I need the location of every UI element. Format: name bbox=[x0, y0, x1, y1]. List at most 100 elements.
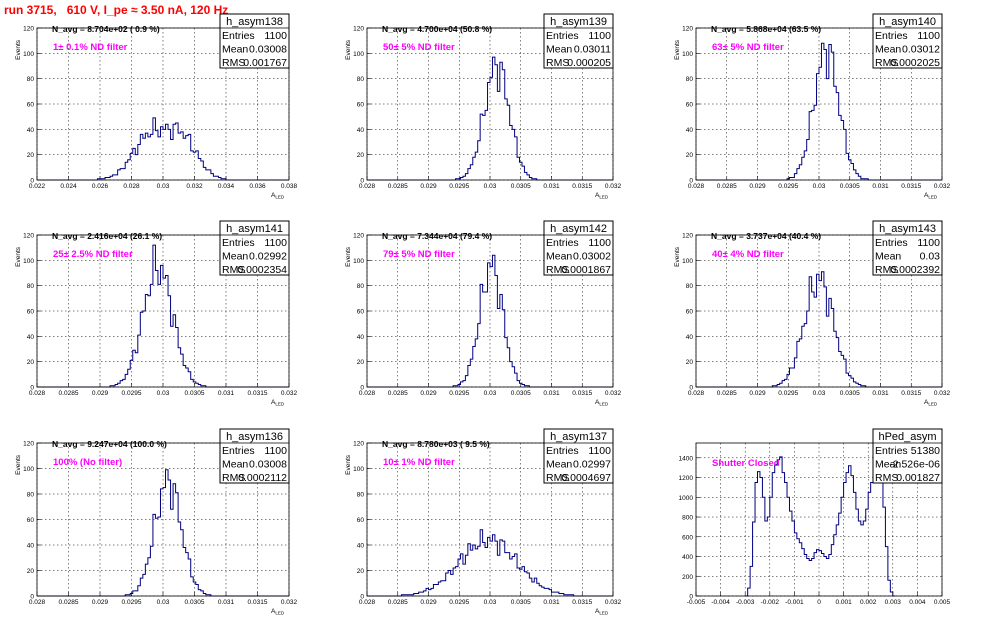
stats-value-mean: 0.02997 bbox=[573, 459, 611, 471]
x-tick-label: 0.004 bbox=[909, 599, 926, 606]
y-tick-label: 0 bbox=[689, 594, 693, 601]
y-tick-label: 80 bbox=[27, 492, 35, 499]
panel-h_asym140: 0.028 0.0285 0.029 0.0295 0.03 0.0305 0.031 0.0… bbox=[674, 13, 951, 200]
stats-key-rms: RMS bbox=[875, 264, 898, 276]
y-axis-title: Events bbox=[15, 246, 22, 267]
stats-key-entries: Entries bbox=[546, 237, 579, 249]
y-tick-label: 120 bbox=[23, 26, 34, 33]
x-tick-label: 0.03 bbox=[157, 183, 170, 190]
x-tick-label: 0.03 bbox=[813, 390, 826, 397]
histogram-line bbox=[367, 529, 613, 597]
y-tick-label: 120 bbox=[353, 233, 364, 240]
x-tick-label: 0.031 bbox=[543, 183, 560, 190]
stats-key-mean: Mean bbox=[875, 44, 901, 56]
n-avg-label: N_avg = 8.704e+02 ( 0.9 %) bbox=[52, 24, 160, 34]
stats-key-rms: RMS bbox=[546, 472, 569, 484]
x-tick-label: 0.03 bbox=[484, 183, 497, 190]
y-tick-label: 0 bbox=[689, 385, 693, 392]
stats-box bbox=[219, 220, 290, 276]
y-tick-label: 20 bbox=[357, 568, 365, 575]
x-tick-label: 0.0295 bbox=[122, 599, 142, 606]
x-tick-label: 0.005 bbox=[934, 599, 951, 606]
n-avg-label: N_avg = 7.344e+04 (79.4 %) bbox=[382, 231, 492, 241]
stats-title: h_asym139 bbox=[550, 16, 607, 28]
x-tick-label: 0.031 bbox=[872, 183, 889, 190]
x-tick-label: 0.028 bbox=[29, 390, 46, 397]
x-tick-label: -0.005 bbox=[687, 599, 706, 606]
stats-key-entries: Entries bbox=[222, 30, 255, 42]
x-tick-label: 0.029 bbox=[420, 183, 437, 190]
panel-h_asym137: 0.028 0.0285 0.029 0.0295 0.03 0.0305 0.031 0.0… bbox=[345, 428, 622, 616]
x-tick-label: 0.0305 bbox=[840, 183, 860, 190]
x-tick-label: 0.034 bbox=[218, 183, 235, 190]
stats-value-entries: 1100 bbox=[264, 30, 287, 42]
x-tick-label: 0.0295 bbox=[449, 183, 469, 190]
x-tick-label: 0.029 bbox=[92, 599, 109, 606]
histogram-line bbox=[37, 469, 289, 597]
x-tick-label: 0.0305 bbox=[511, 183, 531, 190]
x-tick-label: 0.0305 bbox=[840, 390, 860, 397]
x-tick-label: 0.032 bbox=[605, 599, 622, 606]
y-tick-label: 120 bbox=[23, 441, 34, 448]
y-tick-label: 60 bbox=[357, 517, 365, 524]
x-axis-title: ALED bbox=[924, 192, 938, 200]
stats-key-rms: RMS bbox=[222, 472, 245, 484]
x-axis-title: ALED bbox=[595, 192, 609, 200]
stats-key-mean: Mean bbox=[875, 251, 901, 263]
x-tick-label: 0.026 bbox=[92, 183, 109, 190]
filter-label: 10± 1% ND filter bbox=[383, 457, 455, 468]
filter-label: 50± 5% ND filter bbox=[383, 42, 455, 53]
stats-key-rms: RMS bbox=[546, 264, 569, 276]
stats-value-entries: 1100 bbox=[264, 237, 287, 249]
stats-key-entries: Entries bbox=[875, 237, 908, 249]
x-tick-label: 0.038 bbox=[281, 183, 298, 190]
y-tick-label: 80 bbox=[686, 76, 694, 83]
x-tick-label: 0.0315 bbox=[901, 183, 921, 190]
x-tick-label: 0.036 bbox=[249, 183, 266, 190]
stats-box bbox=[219, 428, 290, 484]
stats-key-rms: RMS bbox=[875, 57, 898, 69]
x-tick-label: 0.0295 bbox=[449, 390, 469, 397]
y-tick-label: 100 bbox=[353, 466, 364, 473]
y-tick-label: 200 bbox=[682, 574, 693, 581]
x-tick-label: 0.0305 bbox=[511, 599, 531, 606]
stats-key-rms: RMS bbox=[875, 472, 898, 484]
y-tick-label: 400 bbox=[682, 554, 693, 561]
x-axis-title: ALED bbox=[271, 192, 285, 200]
y-tick-label: 40 bbox=[357, 127, 365, 134]
stats-value-rms: 0.0004697 bbox=[561, 472, 611, 484]
stats-value-mean: 0.03008 bbox=[249, 459, 287, 471]
stats-value-entries: 1100 bbox=[917, 30, 940, 42]
stats-value-entries: 1100 bbox=[917, 237, 940, 249]
x-tick-label: 0.032 bbox=[281, 599, 298, 606]
x-tick-label: 0.0285 bbox=[59, 599, 79, 606]
x-tick-label: 0.0295 bbox=[778, 390, 798, 397]
stats-value-mean: 0.03012 bbox=[902, 44, 940, 56]
x-tick-label: 0.032 bbox=[934, 390, 951, 397]
y-axis-title: Events bbox=[345, 246, 352, 267]
x-tick-label: 0.029 bbox=[92, 390, 109, 397]
stats-title: h_asym141 bbox=[226, 223, 283, 235]
x-tick-label: 0.003 bbox=[885, 599, 902, 606]
y-tick-label: 60 bbox=[27, 102, 35, 109]
y-tick-label: 60 bbox=[357, 102, 365, 109]
y-axis-title: Events bbox=[345, 39, 352, 60]
y-tick-label: 40 bbox=[357, 543, 365, 550]
y-tick-label: 0 bbox=[30, 385, 34, 392]
panel-h_asym143: 0.028 0.0285 0.029 0.0295 0.03 0.0305 0.031 0.0… bbox=[674, 220, 951, 407]
y-tick-label: 100 bbox=[682, 258, 693, 265]
y-tick-label: 60 bbox=[686, 309, 694, 316]
stats-box bbox=[543, 13, 614, 69]
panel-h_asym136: 0.028 0.0285 0.029 0.0295 0.03 0.0305 0.031 0.0… bbox=[15, 428, 298, 616]
stats-key-entries: Entries bbox=[875, 445, 908, 457]
panel-h_asym139: 0.028 0.0285 0.029 0.0295 0.03 0.0305 0.031 0.0… bbox=[345, 13, 622, 200]
stats-key-mean: Mean bbox=[546, 459, 572, 471]
y-tick-label: 80 bbox=[357, 76, 365, 83]
stats-title: hPed_asym bbox=[878, 431, 936, 443]
x-tick-label: -0.003 bbox=[736, 599, 755, 606]
stats-key-mean: Mean bbox=[546, 44, 572, 56]
n-avg-label: N_avg = 5.868e+04 (63.5 %) bbox=[711, 24, 821, 34]
y-tick-label: 1200 bbox=[679, 475, 694, 482]
y-tick-label: 120 bbox=[353, 441, 364, 448]
stats-value-rms: 0.0002354 bbox=[237, 264, 287, 276]
